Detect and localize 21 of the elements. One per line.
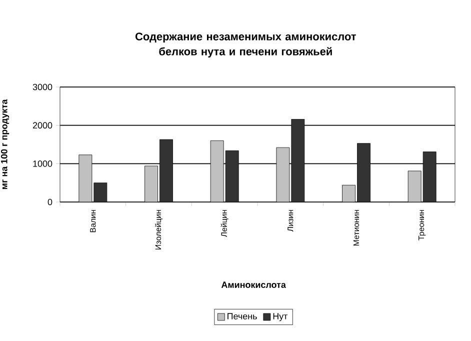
y-tick-label: 3000 [32,84,52,90]
bar [94,182,107,202]
legend-label: Нут [273,313,288,322]
x-axis-title: Аминокислота [221,282,286,288]
bar [408,170,422,202]
chart-title: Содержание незаменимых аминокислот белков нута и печени говяжьей [135,32,356,58]
bar [276,148,290,202]
y-tick-label: 2000 [32,122,52,129]
bar [144,166,158,202]
bar [291,119,304,202]
bar [78,154,92,202]
y-tick-label: 0 [48,198,52,206]
bar [226,150,239,202]
bar [357,143,370,202]
legend-label: Печень [228,313,257,320]
bar [422,152,436,202]
bar [210,140,224,202]
y-tick-label: 1000 [33,160,52,167]
bar [342,185,356,202]
y-axis-title: мг на 100 г продукта [0,99,10,190]
bar [160,140,173,202]
